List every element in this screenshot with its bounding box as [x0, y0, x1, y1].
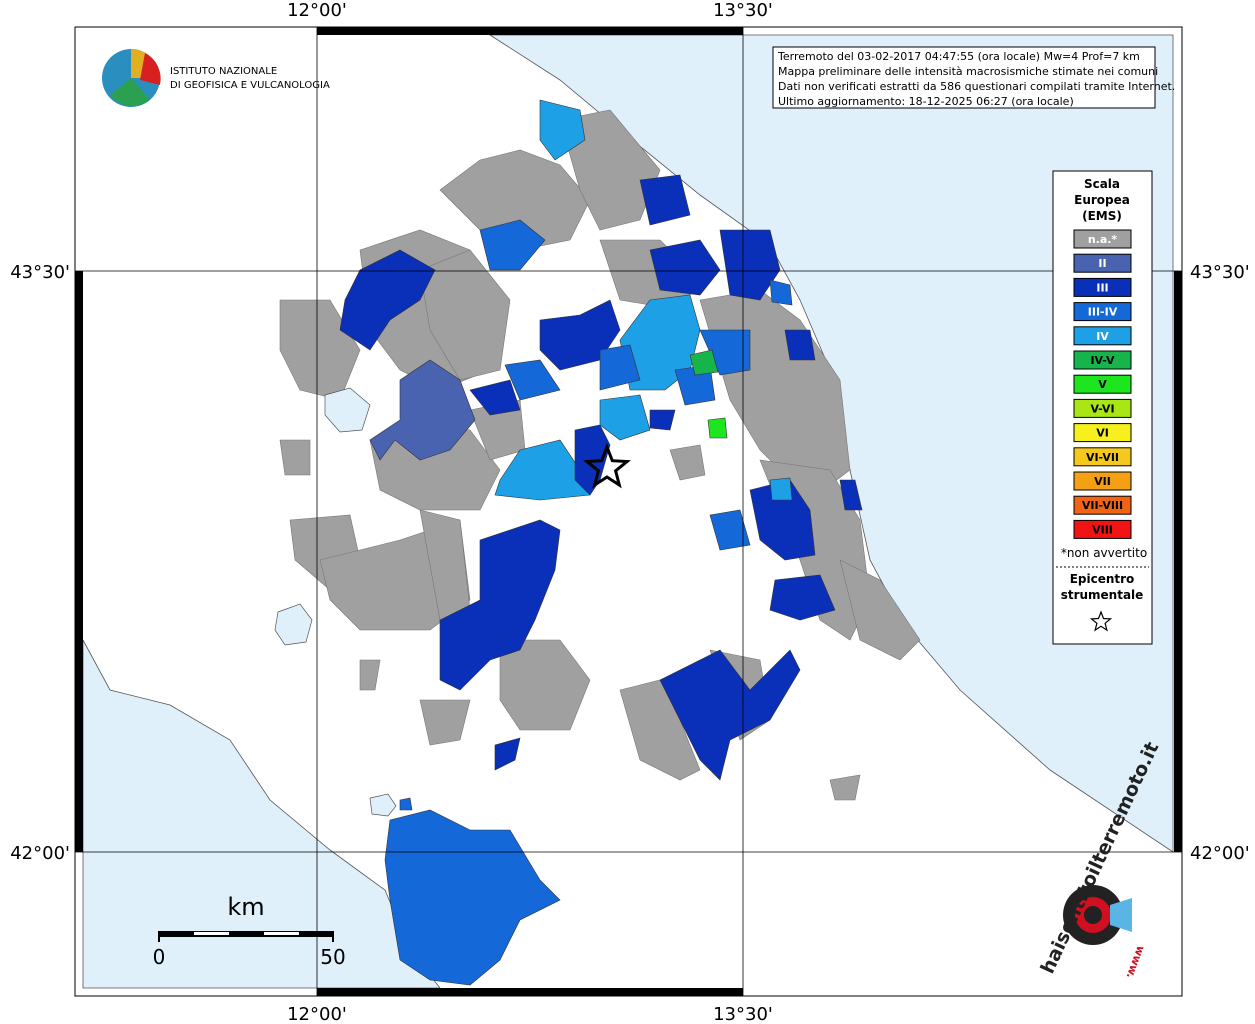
legend-title: (EMS) — [1082, 209, 1122, 223]
info-line: Mappa preliminare delle intensità macros… — [778, 65, 1158, 78]
legend-swatch — [1073, 519, 1132, 539]
legend-label: V — [1098, 378, 1107, 391]
legend-note: *non avvertito — [1061, 546, 1147, 560]
legend-label: VI-VII — [1086, 451, 1119, 464]
legend-title: Europea — [1074, 193, 1130, 207]
info-line: Dati non verificati estratti da 586 ques… — [778, 80, 1175, 93]
legend-swatch — [1073, 495, 1132, 515]
legend-label: VIII — [1092, 523, 1113, 536]
info-line: Terremoto del 03-02-2017 04:47:55 (ora l… — [777, 50, 1140, 63]
coord-label: 13°30' — [713, 1004, 773, 1024]
legend: ScalaEuropea(EMS)n.a.*IIIIIIII-IVIVIV-VV… — [1073, 177, 1132, 539]
info-box — [772, 46, 1156, 109]
legend-label: III — [1096, 281, 1108, 294]
logo-text: ISTITUTO NAZIONALE — [170, 66, 277, 77]
legend-label: VI — [1096, 427, 1109, 440]
legend-swatch — [1073, 253, 1132, 273]
legend-swatch — [1073, 326, 1132, 346]
legend-swatch — [1073, 229, 1132, 249]
legend-epicenter: Epicentro — [1070, 572, 1135, 586]
legend-swatch — [1073, 374, 1132, 394]
legend-swatch — [1073, 350, 1132, 370]
info-line: Ultimo aggiornamento: 18-12-2025 06:27 (… — [778, 95, 1074, 108]
info-lines: Terremoto del 03-02-2017 04:47:55 (ora l… — [777, 50, 1175, 108]
legend-swatch — [1073, 447, 1132, 467]
legend-label: IV — [1096, 330, 1109, 343]
legend-label: II — [1098, 257, 1106, 270]
coord-label: 42°00' — [10, 843, 70, 864]
scale-unit: km — [227, 893, 264, 921]
municipalities — [274, 99, 921, 986]
legend-swatch — [1073, 302, 1132, 322]
coord-label: 43°30' — [1190, 262, 1250, 283]
legend-label: V-VI — [1090, 402, 1114, 415]
coord-label: 43°30' — [10, 262, 70, 283]
logo-text: DI GEOFISICA E VULCANOLOGIA — [170, 80, 330, 91]
legend-swatch — [1073, 471, 1132, 491]
legend-label: VII — [1094, 475, 1111, 488]
legend-swatch — [1073, 277, 1132, 297]
coord-label: 13°30' — [713, 0, 773, 21]
scale-label: 50 — [320, 945, 345, 969]
legend-swatch — [1073, 398, 1132, 418]
coord-label: 12°00' — [287, 1004, 347, 1024]
epicenter-star — [583, 442, 631, 489]
scale-label: 0 — [153, 945, 166, 969]
legend-title: Scala — [1084, 177, 1120, 191]
graticule — [75, 27, 1182, 996]
legend-label: VII-VIII — [1082, 499, 1123, 512]
ingv-logo: ISTITUTO NAZIONALE DI GEOFISICA E VULCAN… — [102, 49, 330, 107]
legend-star — [1089, 610, 1113, 632]
coord-label: 42°00' — [1190, 843, 1250, 864]
scale-bar: km 0 50 — [153, 893, 346, 969]
legend-label: III-IV — [1088, 306, 1118, 319]
legend-label: n.a.* — [1088, 233, 1118, 246]
legend-epicenter: strumentale — [1061, 588, 1144, 602]
legend-swatch — [1073, 423, 1132, 443]
legend-label: IV-V — [1090, 354, 1115, 367]
coord-label: 12°00' — [287, 0, 347, 21]
frame-bars — [75, 27, 1182, 996]
